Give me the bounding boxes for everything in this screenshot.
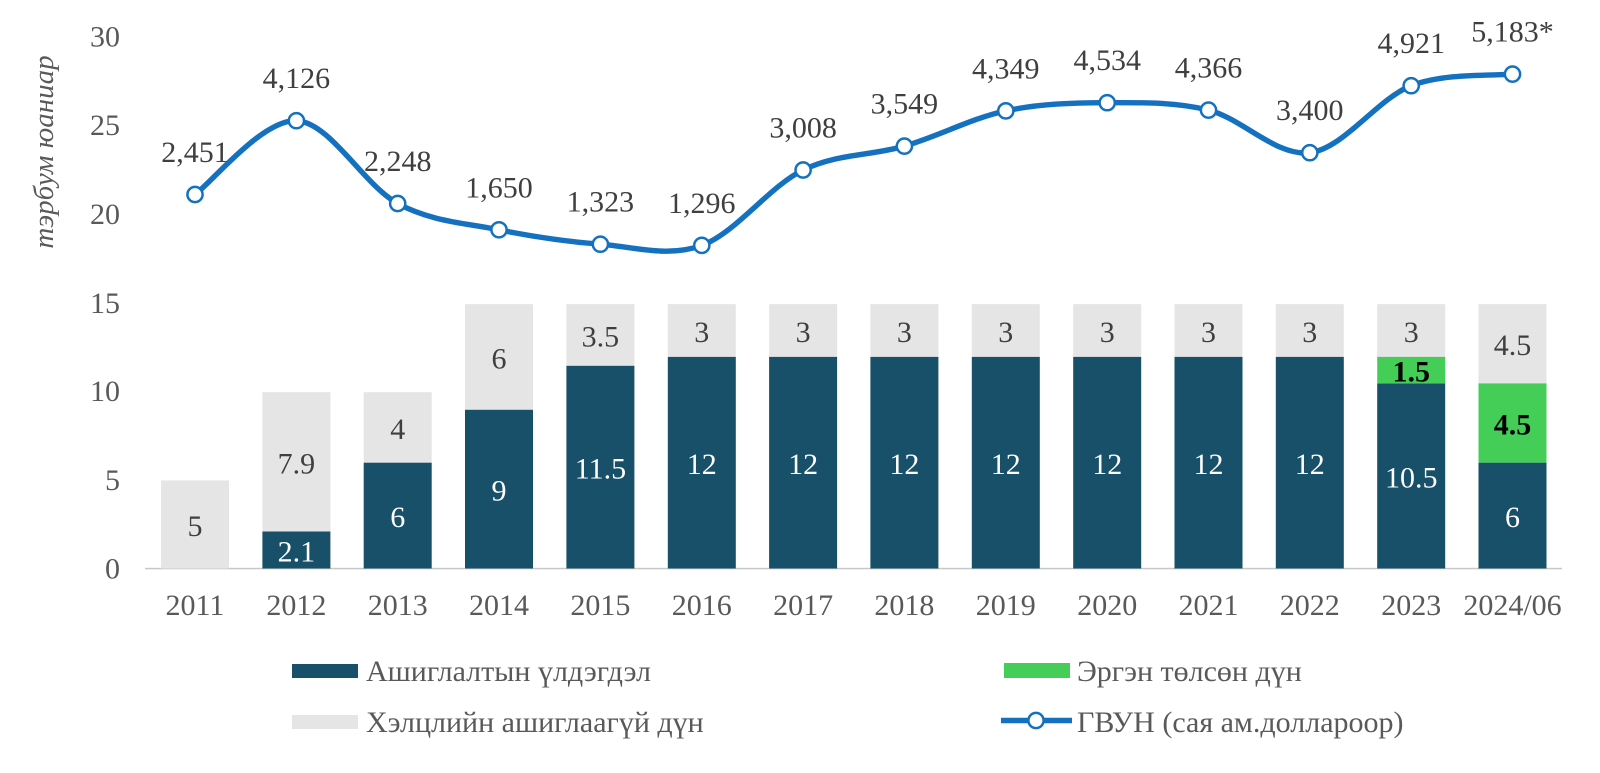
- svg-text:2024/06: 2024/06: [1463, 589, 1561, 622]
- svg-text:12: 12: [889, 448, 919, 481]
- svg-text:10.5: 10.5: [1385, 461, 1438, 494]
- svg-text:1.5: 1.5: [1392, 356, 1430, 389]
- svg-text:2012: 2012: [266, 589, 326, 622]
- svg-text:25: 25: [90, 109, 120, 142]
- svg-text:Хэлцлийн ашиглаагүй дүн: Хэлцлийн ашиглаагүй дүн: [366, 706, 704, 739]
- svg-text:2015: 2015: [570, 589, 630, 622]
- svg-text:2013: 2013: [368, 589, 428, 622]
- svg-text:1,650: 1,650: [465, 171, 533, 204]
- svg-text:7.9: 7.9: [278, 447, 316, 480]
- svg-text:Ашиглалтын үлдэгдэл: Ашиглалтын үлдэгдэл: [366, 655, 651, 688]
- svg-text:4,921: 4,921: [1377, 27, 1445, 60]
- svg-text:12: 12: [991, 448, 1021, 481]
- svg-text:3,008: 3,008: [769, 112, 837, 145]
- svg-text:5,183*: 5,183*: [1471, 16, 1554, 49]
- svg-text:2,248: 2,248: [364, 145, 432, 178]
- svg-text:12: 12: [1092, 448, 1122, 481]
- svg-text:2021: 2021: [1179, 589, 1239, 622]
- svg-text:0: 0: [105, 553, 120, 586]
- svg-text:2014: 2014: [469, 589, 529, 622]
- svg-text:3,400: 3,400: [1276, 94, 1344, 127]
- svg-text:4.5: 4.5: [1494, 409, 1532, 442]
- svg-text:6: 6: [390, 501, 405, 534]
- svg-text:3: 3: [897, 316, 912, 349]
- svg-text:2,451: 2,451: [161, 136, 229, 169]
- svg-text:3: 3: [1201, 316, 1216, 349]
- svg-text:12: 12: [687, 448, 717, 481]
- svg-text:Эргэн төлсөн дүн: Эргэн төлсөн дүн: [1077, 655, 1302, 688]
- svg-text:4.5: 4.5: [1494, 329, 1532, 362]
- svg-text:6: 6: [492, 342, 507, 375]
- svg-text:3: 3: [1302, 316, 1317, 349]
- svg-text:11.5: 11.5: [575, 453, 626, 486]
- svg-text:3: 3: [998, 316, 1013, 349]
- svg-text:30: 30: [90, 21, 120, 54]
- svg-text:5: 5: [105, 464, 120, 497]
- svg-text:10: 10: [90, 375, 120, 408]
- svg-text:2.1: 2.1: [278, 536, 316, 569]
- svg-text:2016: 2016: [672, 589, 732, 622]
- svg-text:2020: 2020: [1077, 589, 1137, 622]
- svg-text:3: 3: [1404, 316, 1419, 349]
- svg-text:3,549: 3,549: [871, 88, 939, 121]
- svg-text:3.5: 3.5: [582, 320, 620, 353]
- svg-text:20: 20: [90, 198, 120, 231]
- svg-text:12: 12: [1194, 448, 1224, 481]
- svg-text:1,323: 1,323: [567, 186, 635, 219]
- svg-text:6: 6: [1505, 501, 1520, 534]
- svg-text:2018: 2018: [874, 589, 934, 622]
- svg-text:15: 15: [90, 287, 120, 320]
- svg-text:1,296: 1,296: [668, 187, 736, 220]
- svg-text:4,349: 4,349: [972, 52, 1040, 85]
- svg-text:3: 3: [1100, 316, 1115, 349]
- svg-text:3: 3: [796, 316, 811, 349]
- svg-text:9: 9: [492, 475, 507, 508]
- svg-text:тэрбум юаниар: тэрбум юаниар: [28, 55, 60, 248]
- svg-text:4,126: 4,126: [263, 62, 331, 95]
- svg-text:4: 4: [390, 413, 405, 446]
- svg-text:2017: 2017: [773, 589, 833, 622]
- svg-text:2011: 2011: [166, 589, 225, 622]
- svg-text:2022: 2022: [1280, 589, 1340, 622]
- svg-text:5: 5: [188, 510, 203, 543]
- svg-text:12: 12: [1295, 448, 1325, 481]
- svg-text:2023: 2023: [1381, 589, 1441, 622]
- svg-text:4,366: 4,366: [1175, 52, 1243, 85]
- svg-text:4,534: 4,534: [1073, 44, 1141, 77]
- svg-text:3: 3: [694, 316, 709, 349]
- svg-text:2019: 2019: [976, 589, 1036, 622]
- svg-text:12: 12: [788, 448, 818, 481]
- svg-text:ГВУН (сая ам.доллароор): ГВУН (сая ам.доллароор): [1077, 706, 1404, 739]
